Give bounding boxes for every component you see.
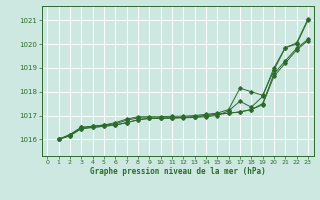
X-axis label: Graphe pression niveau de la mer (hPa): Graphe pression niveau de la mer (hPa)	[90, 167, 266, 176]
